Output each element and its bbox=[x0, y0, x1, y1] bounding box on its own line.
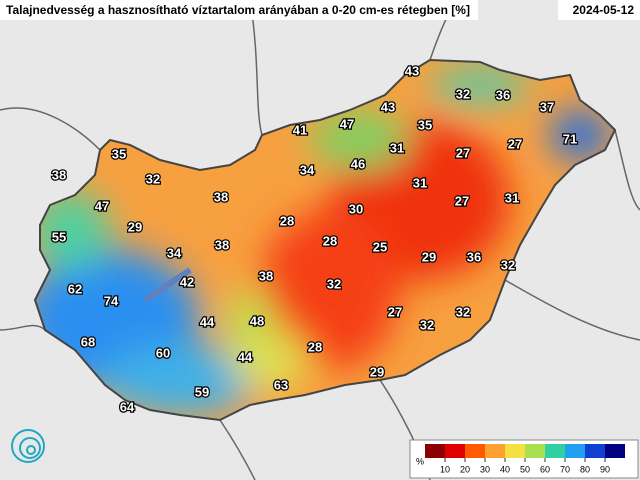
station-value: 34 bbox=[167, 245, 182, 260]
station-value: 29 bbox=[422, 249, 436, 264]
station-value: 28 bbox=[280, 213, 294, 228]
color-swatch bbox=[585, 444, 605, 458]
station-labels: 43 32 36 37 71 43 47 41 35 35 31 27 27 46 34 32 38 31 38 47… bbox=[51, 62, 579, 416]
station-value: 31 bbox=[413, 175, 427, 190]
station-value: 35 bbox=[112, 146, 126, 161]
station-value: 27 bbox=[455, 193, 469, 208]
station-value: 36 bbox=[467, 249, 481, 264]
station-value: 55 bbox=[52, 229, 66, 244]
station-value: 62 bbox=[68, 281, 82, 296]
date-box bbox=[558, 0, 640, 20]
station-value: 32 bbox=[420, 317, 434, 332]
color-swatch bbox=[445, 444, 465, 458]
logo bbox=[11, 429, 45, 463]
lake bbox=[143, 267, 192, 303]
station-value: 43 bbox=[405, 63, 419, 78]
station-value: 38 bbox=[52, 167, 66, 182]
station-value: 28 bbox=[308, 339, 322, 354]
station-value: 32 bbox=[456, 304, 470, 319]
station-value: 44 bbox=[238, 349, 253, 364]
color-swatch bbox=[605, 444, 625, 458]
legend-tick-label: 40 bbox=[500, 464, 510, 474]
station-value: 48 bbox=[250, 313, 264, 328]
title-box bbox=[0, 0, 478, 20]
legend-tick-label: 80 bbox=[580, 464, 590, 474]
station-value: 47 bbox=[95, 198, 109, 213]
color-swatch bbox=[505, 444, 525, 458]
legend-tick-label: 10 bbox=[440, 464, 450, 474]
station-value: 32 bbox=[327, 276, 341, 291]
station-value: 71 bbox=[563, 131, 577, 146]
station-value: 29 bbox=[128, 219, 142, 234]
station-value: 25 bbox=[373, 239, 387, 254]
legend: 10 20 30 40 50 60 70 80 90% bbox=[416, 444, 625, 474]
title: Talajnedvesség a hasznosítható víztartal… bbox=[6, 3, 470, 17]
station-value: 46 bbox=[351, 156, 365, 171]
color-swatch bbox=[565, 444, 585, 458]
station-value: 47 bbox=[340, 116, 354, 131]
legend-tick-label: 70 bbox=[560, 464, 570, 474]
station-value: 32 bbox=[146, 171, 160, 186]
station-value: 34 bbox=[300, 162, 315, 177]
station-value: 38 bbox=[215, 237, 229, 252]
station-value: 31 bbox=[505, 190, 519, 205]
station-value: 38 bbox=[259, 268, 273, 283]
station-value: 35 bbox=[418, 117, 432, 132]
station-value: 41 bbox=[293, 122, 307, 137]
station-value: 74 bbox=[104, 293, 119, 308]
color-swatch bbox=[425, 444, 445, 458]
station-value: 27 bbox=[388, 304, 402, 319]
legend-unit: % bbox=[416, 456, 424, 466]
station-value: 29 bbox=[370, 364, 384, 379]
station-value: 32 bbox=[456, 86, 470, 101]
legend-tick-label: 30 bbox=[480, 464, 490, 474]
legend-tick-label: 50 bbox=[520, 464, 530, 474]
color-swatch bbox=[485, 444, 505, 458]
legend-tick-label: 90 bbox=[600, 464, 610, 474]
station-value: 63 bbox=[274, 377, 288, 392]
legend-tick-label: 20 bbox=[460, 464, 470, 474]
station-value: 28 bbox=[323, 233, 337, 248]
station-value: 27 bbox=[456, 145, 470, 160]
station-value: 43 bbox=[381, 99, 395, 114]
station-value: 42 bbox=[180, 274, 194, 289]
station-value: 68 bbox=[81, 334, 95, 349]
station-value: 64 bbox=[120, 399, 135, 414]
station-value: 27 bbox=[508, 136, 522, 151]
station-value: 30 bbox=[349, 201, 363, 216]
color-swatch bbox=[465, 444, 485, 458]
date: 2024-05-12 bbox=[573, 3, 635, 17]
station-value: 32 bbox=[501, 257, 515, 272]
color-swatch bbox=[525, 444, 545, 458]
color-swatch bbox=[545, 444, 565, 458]
legend-tick-label: 60 bbox=[540, 464, 550, 474]
station-value: 59 bbox=[195, 384, 209, 399]
station-value: 37 bbox=[540, 99, 554, 114]
station-value: 31 bbox=[390, 140, 404, 155]
station-value: 36 bbox=[496, 87, 510, 102]
station-value: 44 bbox=[200, 314, 215, 329]
station-value: 38 bbox=[214, 189, 228, 204]
station-value: 60 bbox=[156, 345, 170, 360]
